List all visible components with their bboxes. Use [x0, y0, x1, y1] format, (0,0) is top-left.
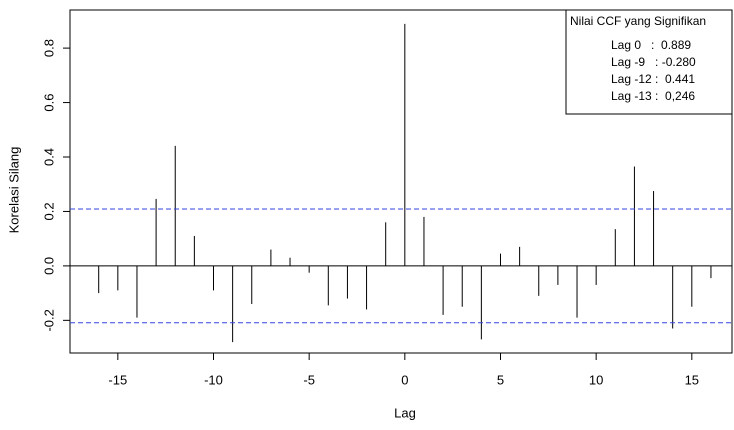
chart: Lag Korelasi Silang -15 -10 -5 0 5 10 15 -0.2 0.… — [0, 0, 734, 425]
legend-title: Nilai CCF yang Signifikan — [570, 14, 706, 28]
y-tick-label: 0.8 — [41, 39, 56, 57]
legend-entry: Lag -9 : -0.280 — [611, 55, 696, 69]
y-tick-label: 0.6 — [41, 94, 56, 112]
x-tick-label: -15 — [108, 372, 127, 387]
x-tick-label: 15 — [685, 372, 699, 387]
x-tick-label: 10 — [589, 372, 603, 387]
y-tick-label: 0.2 — [41, 202, 56, 220]
y-tick-label: 0.4 — [41, 148, 56, 166]
x-axis-title: Lag — [394, 405, 416, 420]
y-tick-label: 0.0 — [41, 257, 56, 275]
x-tick-label: -10 — [204, 372, 223, 387]
legend-entry: Lag 0 : 0.889 — [611, 38, 691, 52]
legend-entry: Lag -12 : 0.441 — [611, 72, 695, 86]
x-tick-label: 5 — [497, 372, 504, 387]
x-tick-label: 0 — [401, 372, 408, 387]
y-axis-title: Korelasi Silang — [6, 147, 21, 234]
legend-entry: Lag -13 : 0,246 — [611, 89, 695, 103]
y-tick-label: -0.2 — [41, 309, 56, 331]
x-tick-label: -5 — [303, 372, 315, 387]
